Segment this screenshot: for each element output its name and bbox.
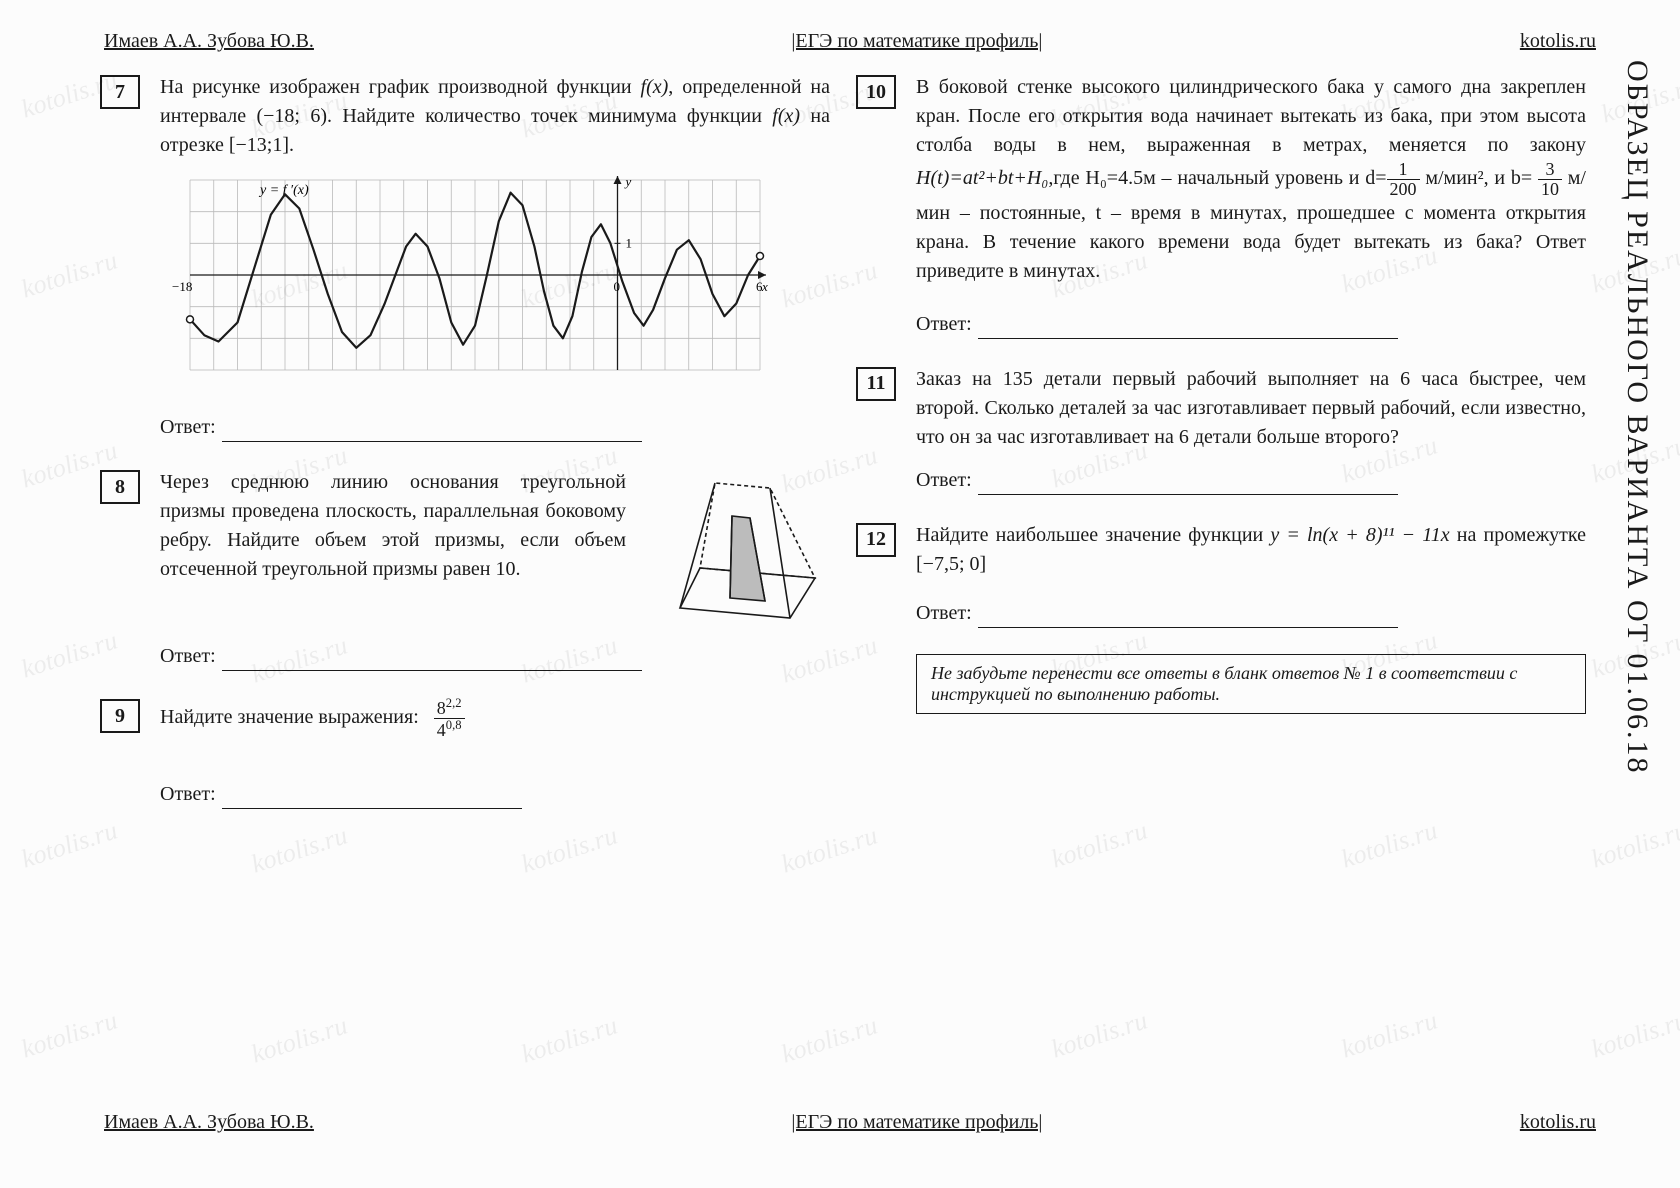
problem-number: 8 (100, 470, 140, 504)
header-site: kotolis.ru (1520, 30, 1596, 53)
answer-label: Ответ: (160, 416, 216, 438)
svg-text:−18: −18 (172, 279, 192, 294)
answer-line (222, 787, 522, 809)
prism-figure (640, 468, 830, 628)
footer-authors: Имаев А.А. Зубова Ю.В. (104, 1111, 314, 1134)
p7-graph: xy−18061y = f ′(x) (160, 170, 830, 399)
answer-line (978, 606, 1398, 628)
p9-fraction: 82,2 40,8 (434, 697, 465, 740)
svg-text:6: 6 (756, 279, 763, 294)
p9-d-exp: 0,8 (446, 718, 462, 732)
p7-text-a: На рисунке изображен график производной … (160, 76, 641, 98)
p7-fx1: f(x) (641, 76, 669, 98)
p7-fx2: f(x) (772, 105, 800, 127)
left-column: 7 На рисунке изображен график производно… (100, 73, 830, 1083)
p10-bn: 3 (1538, 160, 1562, 180)
answer-line (978, 473, 1398, 495)
footer: Имаев А.А. Зубова Ю.В. |ЕГЭ по математик… (100, 1111, 1600, 1134)
watermark: kotolis.ru (1588, 815, 1680, 874)
p10-bd: 10 (1538, 180, 1562, 199)
header-authors: Имаев А.А. Зубова Ю.В. (104, 30, 314, 53)
p9-d: 4 (437, 720, 446, 740)
problem-11: 11 Заказ на 135 детали первый рабочий вы… (856, 365, 1586, 495)
header: Имаев А.А. Зубова Ю.В. |ЕГЭ по математик… (100, 30, 1600, 53)
problem-number: 11 (856, 367, 896, 401)
p11-text: Заказ на 135 детали первый рабочий выпол… (916, 368, 1586, 448)
problem-9: 9 Найдите значение выражения: 82,2 40,8 … (100, 697, 830, 809)
answer-label: Ответ: (916, 602, 972, 624)
p10-answer: Ответ: (916, 310, 1586, 339)
p9-n: 8 (437, 698, 446, 718)
problem-7: 7 На рисунке изображен график производно… (100, 73, 830, 442)
answer-line (222, 649, 642, 671)
p11-answer: Ответ: (916, 466, 1586, 495)
p10-t1: В боковой стенке высокого цилиндрическог… (916, 76, 1586, 156)
side-label: ОБРАЗЕЦ РЕАЛЬНОГО ВАРИАНТА ОТ 01.06.18 (1620, 60, 1654, 774)
p12-t1: Найдите наибольшее значение функции (916, 524, 1270, 546)
problem-number: 10 (856, 75, 896, 109)
svg-text:y: y (624, 174, 632, 189)
svg-text:1: 1 (626, 235, 633, 250)
watermark: kotolis.ru (1588, 1005, 1680, 1064)
p12-answer: Ответ: (916, 599, 1586, 628)
problem-number: 9 (100, 699, 140, 733)
header-title: |ЕГЭ по математике профиль| (791, 30, 1042, 53)
p8-answer: Ответ: (160, 642, 830, 671)
p10-t2: ,где H₀=4.5м – начальный уровень и d= (1048, 167, 1386, 189)
answer-line (222, 420, 642, 442)
answer-line (978, 317, 1398, 339)
answer-label: Ответ: (916, 313, 972, 335)
right-column: 10 В боковой стенке высокого цилиндричес… (856, 73, 1586, 1083)
p7-answer: Ответ: (160, 413, 830, 442)
problem-12: 12 Найдите наибольшее значение функции y… (856, 521, 1586, 628)
answer-label: Ответ: (916, 469, 972, 491)
p10-dd: 200 (1387, 180, 1420, 199)
problem-10: 10 В боковой стенке высокого цилиндричес… (856, 73, 1586, 339)
p10-formula: H(t)=at²+bt+H₀ (916, 167, 1048, 189)
p9-answer: Ответ: (160, 780, 830, 809)
p9-n-exp: 2,2 (446, 696, 462, 710)
problem-number: 12 (856, 523, 896, 557)
svg-text:0: 0 (614, 279, 621, 294)
answer-label: Ответ: (160, 783, 216, 805)
p10-t3: м/мин², и b= (1420, 167, 1538, 189)
answer-label: Ответ: (160, 645, 216, 667)
p9-text: Найдите значение выражения: (160, 706, 419, 728)
problem-8: 8 Через среднюю линию основания треуголь… (100, 468, 830, 671)
p12-formula: y = ln(x + 8)¹¹ − 11x (1270, 524, 1449, 546)
footer-title: |ЕГЭ по математике профиль| (791, 1111, 1042, 1134)
p10-d-frac: 1200 (1387, 160, 1420, 199)
p10-dn: 1 (1387, 160, 1420, 180)
footer-site: kotolis.ru (1520, 1111, 1596, 1134)
p10-b-frac: 310 (1538, 160, 1562, 199)
problem-number: 7 (100, 75, 140, 109)
reminder-box: Не забудьте перенести все ответы в бланк… (916, 654, 1586, 714)
p8-text: Через среднюю линию основания треугольно… (160, 468, 626, 628)
